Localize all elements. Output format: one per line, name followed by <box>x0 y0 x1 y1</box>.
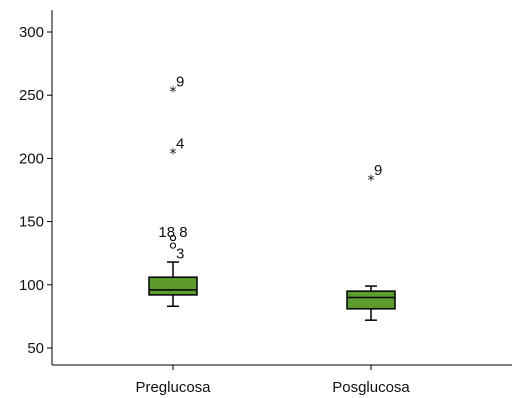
box-preglucosa: *9*418 83 <box>148 74 198 308</box>
y-tick-label: 250 <box>19 87 44 104</box>
iqr-box <box>346 290 396 310</box>
extreme-outlier-marker: * <box>170 85 177 101</box>
extreme-outlier-marker: * <box>170 147 177 163</box>
y-tick-label: 50 <box>27 340 44 357</box>
outlier-label: 3 <box>176 246 184 263</box>
axes: 50 100 150 200 250 300 Preglucosa Posglucosa <box>19 10 512 396</box>
iqr-box <box>148 276 198 296</box>
outlier-label: 18 8 <box>158 224 187 241</box>
box-posglucosa: *9 <box>346 162 396 321</box>
x-tick-label: Preglucosa <box>135 379 211 396</box>
outlier-circle <box>169 234 177 242</box>
outlier-label: 9 <box>176 74 184 91</box>
boxes: *9*418 83*9 <box>148 74 396 321</box>
x-tick-label: Posglucosa <box>332 379 410 396</box>
y-tick-label: 100 <box>19 277 44 294</box>
outlier-label: 4 <box>176 136 184 153</box>
outlier-circle <box>169 242 177 249</box>
y-tick-label: 200 <box>19 150 44 167</box>
outlier-label: 9 <box>374 162 382 179</box>
y-tick-label: 150 <box>19 214 44 231</box>
y-tick-label: 300 <box>19 24 44 41</box>
extreme-outlier-marker: * <box>368 173 375 189</box>
